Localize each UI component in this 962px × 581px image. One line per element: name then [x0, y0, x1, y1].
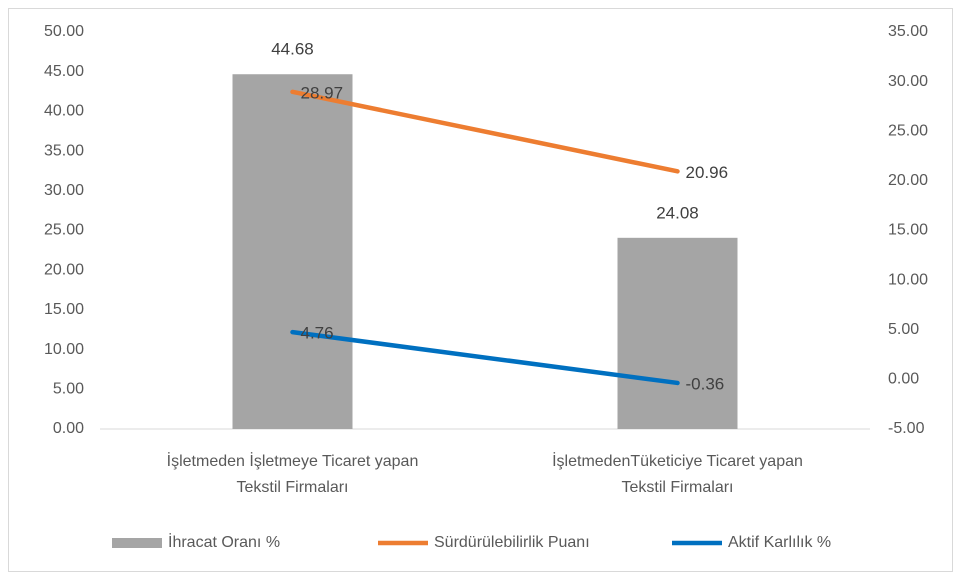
line: [290, 329, 680, 386]
x-tick-label: Tekstil Firmaları: [621, 479, 733, 496]
x-tick-label: İşletmeden İşletmeye Ticaret yapan: [167, 451, 419, 470]
y2-tick-label: 35.00: [888, 23, 928, 40]
y-tick-label: 45.00: [44, 63, 84, 80]
y2-tick-label: 5.00: [888, 321, 919, 338]
data-label: 28.97: [301, 83, 344, 102]
bar: [232, 74, 353, 430]
x-tick-label: Tekstil Firmaları: [236, 479, 348, 496]
data-label: -0.36: [686, 374, 725, 393]
y-tick-label: 30.00: [44, 182, 84, 199]
y-tick-label: 35.00: [44, 142, 84, 159]
y2-tick-label: 15.00: [888, 222, 928, 239]
legend-label: Sürdürülebilirlik Puanı: [434, 534, 590, 551]
y2-tick-label: -5.00: [888, 420, 925, 437]
chart-border: [8, 8, 953, 572]
y-tick-label: 20.00: [44, 261, 84, 278]
y-tick-label: 50.00: [44, 23, 84, 40]
y2-tick-label: 25.00: [888, 122, 928, 139]
y2-tick-label: 30.00: [888, 73, 928, 90]
data-label: 24.08: [656, 203, 699, 222]
bar: [617, 237, 738, 429]
y2-tick-label: 20.00: [888, 172, 928, 189]
y-tick-label: 15.00: [44, 301, 84, 318]
y-tick-label: 25.00: [44, 222, 84, 239]
legend-label: İhracat Oranı %: [168, 532, 280, 551]
y-tick-label: 40.00: [44, 103, 84, 120]
legend-label: Aktif Karlılık %: [728, 534, 831, 551]
line: [290, 89, 680, 174]
y2-tick-label: 10.00: [888, 271, 928, 288]
y-tick-label: 10.00: [44, 341, 84, 358]
y-tick-label: 0.00: [53, 420, 84, 437]
y2-tick-label: 0.00: [888, 371, 919, 388]
legend-swatch: [112, 538, 162, 548]
data-label: 4.76: [301, 324, 334, 343]
data-label: 20.96: [686, 163, 729, 182]
data-label: 44.68: [271, 40, 314, 59]
x-tick-label: İşletmedenTüketiciye Ticaret yapan: [552, 451, 803, 470]
y-tick-label: 5.00: [53, 381, 84, 398]
